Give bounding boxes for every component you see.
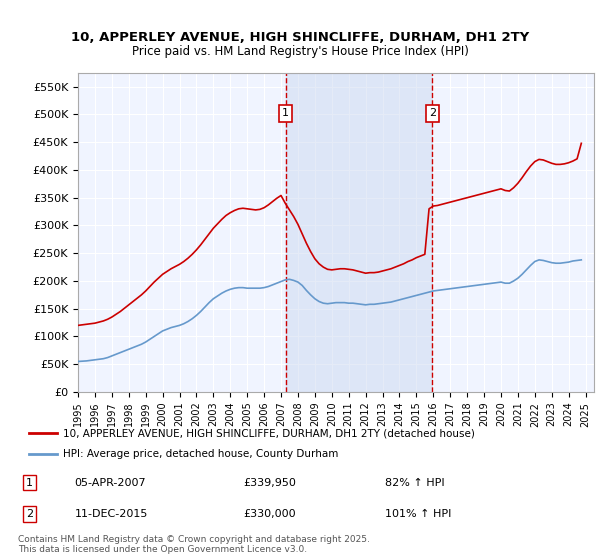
Text: Price paid vs. HM Land Registry's House Price Index (HPI): Price paid vs. HM Land Registry's House … xyxy=(131,45,469,58)
Bar xyxy=(286,73,433,392)
Text: 1: 1 xyxy=(26,478,33,488)
Text: 82% ↑ HPI: 82% ↑ HPI xyxy=(385,478,444,488)
Text: HPI: Average price, detached house, County Durham: HPI: Average price, detached house, Coun… xyxy=(63,449,338,459)
Text: 101% ↑ HPI: 101% ↑ HPI xyxy=(385,509,451,519)
Text: £339,950: £339,950 xyxy=(244,478,296,488)
Text: 10, APPERLEY AVENUE, HIGH SHINCLIFFE, DURHAM, DH1 2TY: 10, APPERLEY AVENUE, HIGH SHINCLIFFE, DU… xyxy=(71,31,529,44)
Text: 2: 2 xyxy=(26,509,33,519)
Text: £330,000: £330,000 xyxy=(244,509,296,519)
Text: Contains HM Land Registry data © Crown copyright and database right 2025.
This d: Contains HM Land Registry data © Crown c… xyxy=(18,535,370,554)
Text: 11-DEC-2015: 11-DEC-2015 xyxy=(74,509,148,519)
Text: 1: 1 xyxy=(282,108,289,118)
Text: 2: 2 xyxy=(429,108,436,118)
Text: 10, APPERLEY AVENUE, HIGH SHINCLIFFE, DURHAM, DH1 2TY (detached house): 10, APPERLEY AVENUE, HIGH SHINCLIFFE, DU… xyxy=(63,428,475,438)
Text: 05-APR-2007: 05-APR-2007 xyxy=(74,478,146,488)
